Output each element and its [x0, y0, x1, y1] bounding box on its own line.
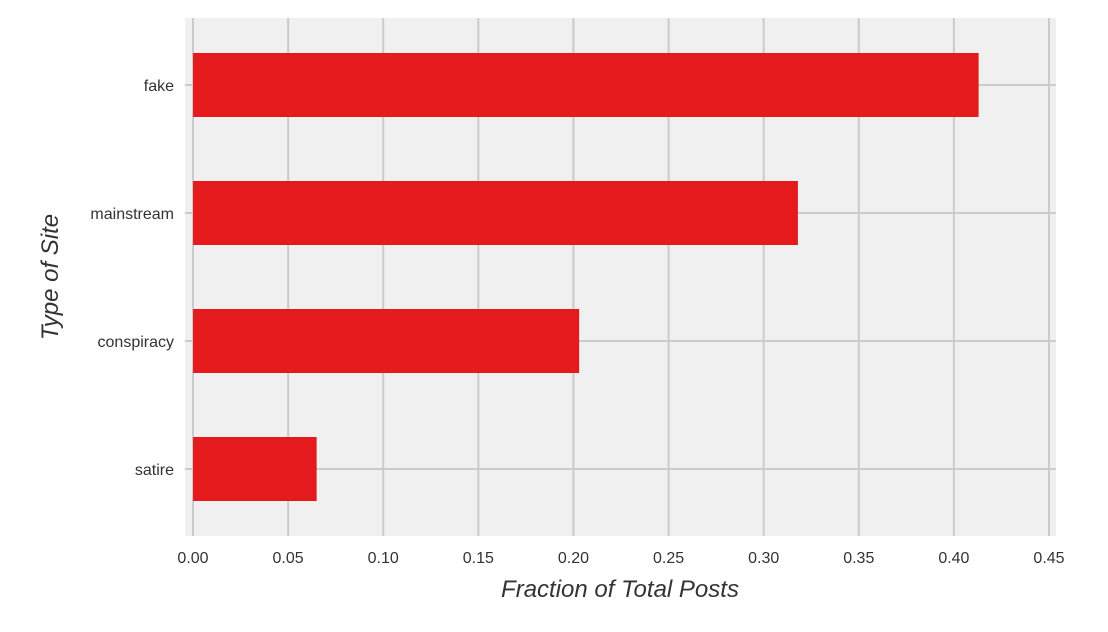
bar-conspiracy: [193, 309, 580, 373]
y-axis-title: Type of Site: [37, 214, 64, 340]
bar-mainstream: [193, 181, 798, 245]
y-tick-label: conspiracy: [98, 334, 174, 351]
x-tick-label: 0.10: [368, 550, 399, 567]
x-axis-title: Fraction of Total Posts: [501, 576, 739, 603]
x-tick-label: 0.40: [938, 550, 969, 567]
y-tick-label: satire: [135, 462, 174, 479]
y-tick-labels: fake mainstream conspiracy satire: [90, 78, 174, 479]
x-tick-label: 0.45: [1033, 550, 1064, 567]
bar-satire: [193, 437, 317, 501]
bar-fake: [193, 53, 979, 117]
x-tick-label: 0.25: [653, 550, 684, 567]
x-tick-label: 0.15: [463, 550, 494, 567]
bars: [193, 53, 979, 501]
y-tick-label: mainstream: [90, 206, 174, 223]
x-tick-labels: 0.00 0.05 0.10 0.15 0.20 0.25 0.30 0.35 0.40 0.45: [177, 550, 1064, 567]
x-tick-label: 0.30: [748, 550, 779, 567]
x-tick-label: 0.20: [558, 550, 589, 567]
x-tick-label: 0.00: [177, 550, 208, 567]
y-tick-label: fake: [144, 78, 174, 95]
x-tick-label: 0.05: [273, 550, 304, 567]
x-tick-label: 0.35: [843, 550, 874, 567]
